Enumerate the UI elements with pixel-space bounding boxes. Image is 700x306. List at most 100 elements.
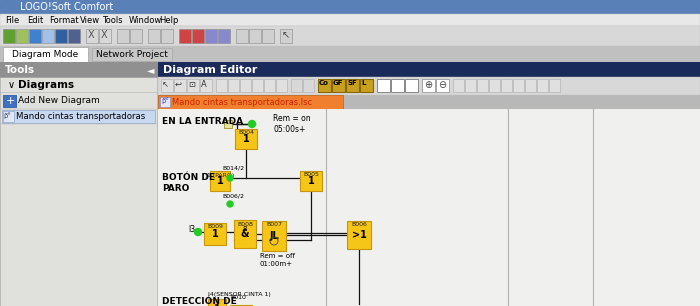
Text: B005: B005 [303, 173, 319, 177]
Bar [465, 79, 476, 92]
Text: 1: 1 [243, 134, 249, 144]
Text: X: X [101, 30, 108, 40]
Text: Co: Co [319, 80, 329, 86]
Circle shape [227, 175, 233, 181]
Bar [391, 79, 404, 92]
Bar [436, 79, 449, 92]
Circle shape [195, 229, 202, 236]
Bar [525, 79, 536, 92]
Bar [2, 110, 155, 123]
Bar [453, 79, 464, 92]
Text: Tools: Tools [102, 16, 122, 25]
Text: Tools: Tools [5, 65, 35, 75]
Text: X: X [88, 30, 95, 40]
Text: Add New Diagram: Add New Diagram [18, 96, 99, 105]
Bar [179, 29, 191, 43]
Text: GF: GF [333, 80, 344, 86]
Bar [130, 29, 142, 43]
Bar [0, 62, 157, 77]
Bar [161, 79, 173, 92]
Text: BOTÓN DE
PARO: BOTÓN DE PARO [162, 173, 215, 193]
Text: EN LA ENTRADA: EN LA ENTRADA [162, 117, 243, 126]
Text: Mando cintas transportadoras: Mando cintas transportadoras [16, 112, 146, 121]
Bar [318, 79, 331, 92]
Bar [161, 29, 173, 43]
Text: β°: β° [161, 98, 169, 104]
Text: B007: B007 [266, 222, 282, 227]
Text: Mando cintas transportadoras.lsc: Mando cintas transportadoras.lsc [172, 98, 312, 107]
Text: ↩: ↩ [175, 80, 182, 89]
Bar [3, 111, 14, 122]
Bar [477, 79, 488, 92]
Bar [158, 77, 700, 95]
Text: B014/2: B014/2 [222, 165, 244, 170]
Text: LOGO!Soft Comfort: LOGO!Soft Comfort [20, 2, 113, 12]
Text: 1: 1 [216, 176, 223, 186]
Bar [92, 48, 172, 61]
Bar [230, 305, 252, 306]
Bar [42, 29, 54, 43]
Bar [262, 29, 274, 43]
Text: Diagram Mode: Diagram Mode [12, 50, 78, 59]
Text: 1: 1 [211, 229, 218, 239]
Text: B004: B004 [238, 130, 254, 136]
Bar [252, 79, 263, 92]
Bar [192, 29, 204, 43]
Circle shape [227, 201, 233, 207]
Bar [205, 29, 217, 43]
Bar [240, 79, 251, 92]
Bar [235, 129, 257, 149]
Bar [158, 62, 700, 77]
Bar [249, 29, 261, 43]
Text: ⊖: ⊖ [438, 80, 446, 90]
Text: Network Project: Network Project [96, 50, 168, 59]
Bar [234, 220, 256, 248]
Text: L: L [361, 80, 365, 86]
Bar [99, 29, 111, 43]
Text: Rem = on
05:00s+: Rem = on 05:00s+ [273, 114, 311, 134]
Bar [537, 79, 548, 92]
Bar [158, 109, 700, 306]
Bar [332, 79, 345, 92]
Bar [0, 46, 700, 62]
Bar [422, 79, 435, 92]
Bar [216, 79, 227, 92]
Text: 8: 8 [243, 226, 247, 232]
Text: DETECCIÓN DE
PIEZAS
EN CINTA 1: DETECCIÓN DE PIEZAS EN CINTA 1 [162, 297, 237, 306]
Bar [276, 79, 287, 92]
Bar [291, 79, 302, 92]
Bar [0, 26, 700, 46]
Text: Rem = off
01:00m+: Rem = off 01:00m+ [260, 253, 295, 267]
Bar [68, 29, 80, 43]
Text: Format: Format [49, 16, 78, 25]
Bar [3, 29, 15, 43]
Text: B006/2: B006/2 [222, 193, 244, 198]
Bar [86, 29, 98, 43]
Text: J1 (PARO): J1 (PARO) [205, 173, 235, 177]
Text: I3: I3 [188, 225, 195, 234]
Text: >1: >1 [351, 230, 366, 240]
Text: &: & [241, 229, 249, 239]
Bar [148, 29, 160, 43]
Text: ⊕: ⊕ [424, 80, 432, 90]
Text: B010: B010 [230, 295, 246, 300]
Text: B008: B008 [237, 222, 253, 226]
Bar [264, 79, 275, 92]
Text: SF: SF [347, 80, 357, 86]
Bar [501, 79, 512, 92]
Bar [236, 29, 248, 43]
Text: Diagram Editor: Diagram Editor [163, 65, 258, 75]
Bar [0, 0, 700, 14]
Bar [224, 120, 232, 128]
Text: ↖: ↖ [282, 30, 290, 40]
Bar [3, 95, 16, 107]
Bar [16, 29, 28, 43]
Text: ∨: ∨ [8, 80, 15, 90]
Circle shape [248, 121, 256, 128]
Bar [300, 171, 322, 191]
Text: 1: 1 [214, 304, 220, 306]
Bar [208, 299, 226, 306]
Bar [405, 79, 418, 92]
Bar [158, 95, 343, 109]
Text: 1: 1 [307, 176, 314, 186]
